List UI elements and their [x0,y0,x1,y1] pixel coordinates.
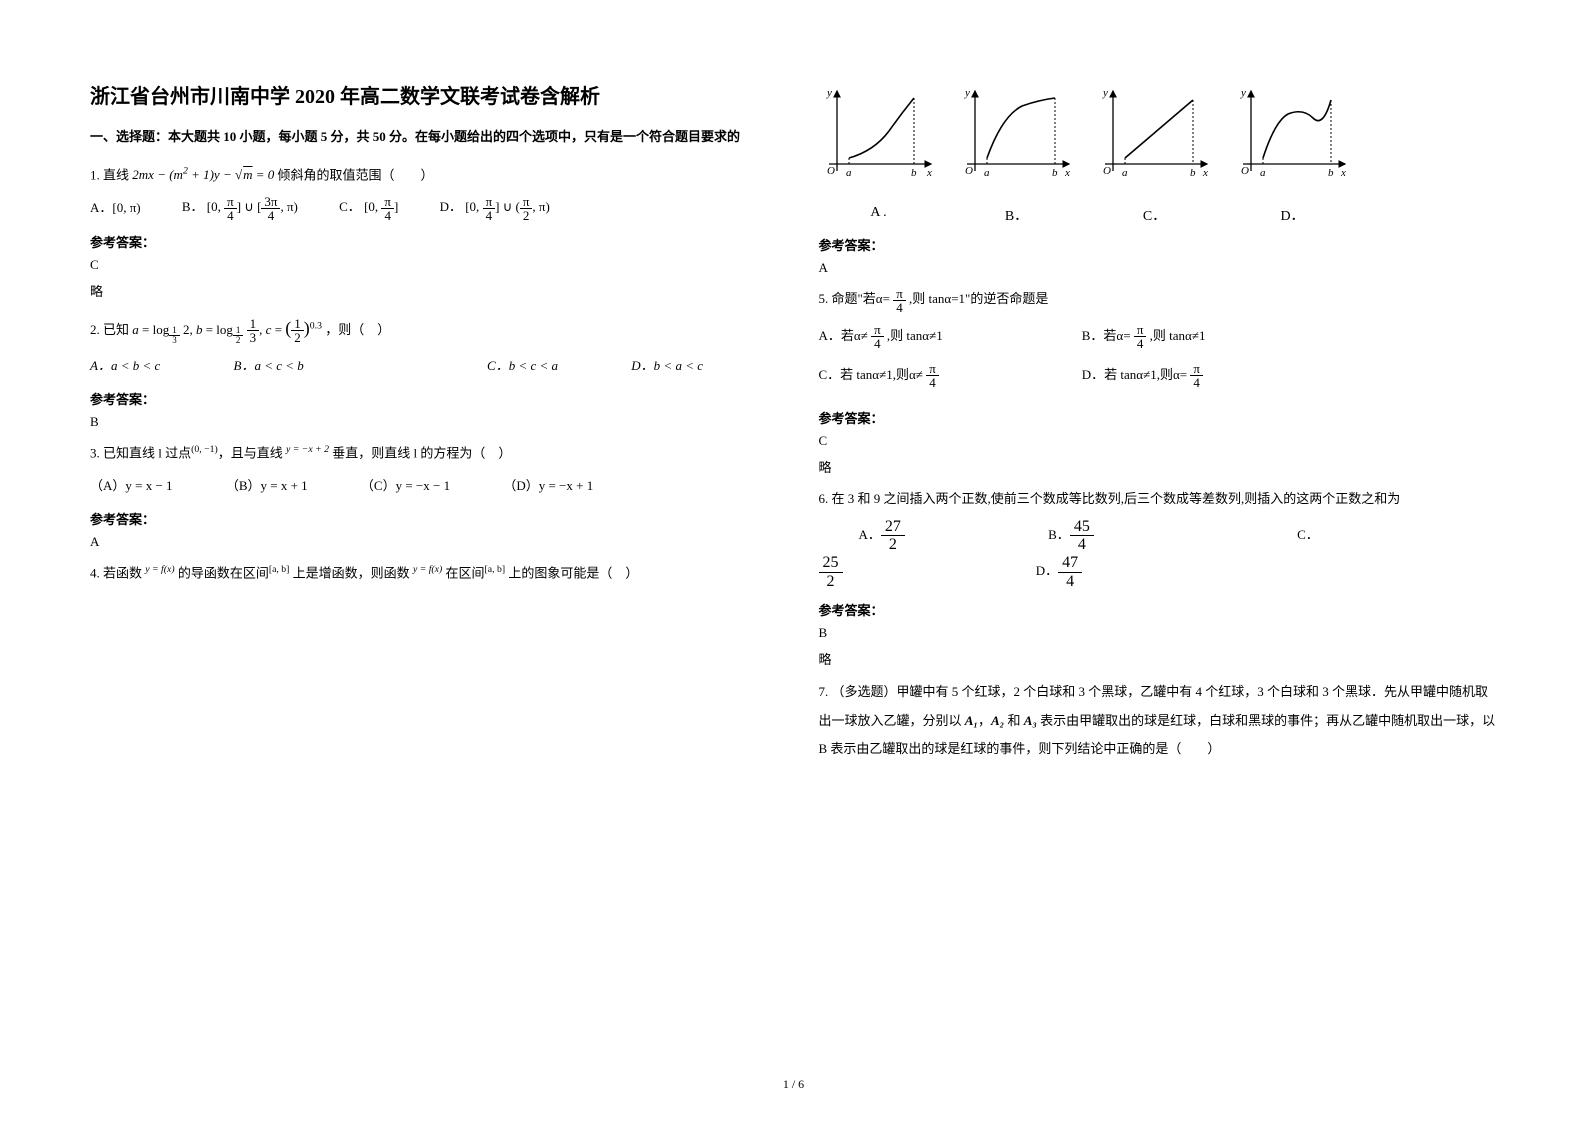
q6-opt-d: D．474 [1036,554,1082,590]
q1-suffix: 倾斜角的取值范围（ ） [278,167,434,182]
q3-opt-c: （C）y = −x − 1 [361,473,450,499]
q7-stem: 7. （多选题）甲罐中有 5 个红球，2 个白球和 3 个黑球，乙罐中有 4 个… [819,678,1498,764]
q6-opt-b: B．454 [1048,518,1094,554]
q1-opt-d: D． [0, π4] ∪ (π2, π) [440,194,550,222]
q2-opt-d: D．b < a < c [631,353,703,379]
q1-opt-c: C． [0, π4] [339,194,398,222]
svg-text:b: b [1052,167,1058,179]
q2-answer: B [90,414,769,430]
q6-stem: 6. 在 3 和 9 之间插入两个正数,使前三个数成等比数列,后三个数成等差数列… [819,486,1498,512]
svg-text:a: a [846,167,852,179]
svg-text:x: x [1202,167,1208,179]
q3-answer-label: 参考答案： [90,509,769,528]
q1-answer: C [90,257,769,273]
svg-text:y: y [1240,87,1246,99]
q5-opt-b: B．若α= π4 ,则 tanα≠1 [1082,320,1342,351]
q3-opt-a: （A）y = x − 1 [90,473,173,499]
q4-graphs: y O a b x y [819,86,1498,181]
svg-text:a: a [1260,167,1266,179]
q6-opt-c: 252 [819,554,843,590]
q4-stem: 4. 若函数 y = f(x) 的导函数在区间[a, b] 上是增函数，则函数 … [90,560,769,586]
q2-options: A．a < b < c B．a < c < b C．b < c < a D．b … [90,352,769,379]
q5-answer: C [819,433,1498,449]
graph-d: y O a b x [1233,86,1353,181]
q4-label-b: B． [957,205,1077,225]
graph-c: y O a b x [1095,86,1215,181]
svg-text:y: y [826,87,832,99]
svg-text:a: a [984,167,990,179]
q1-options: A．[0, π) B． [0, π4] ∪ [3π4, π) C． [0, π4… [90,194,769,222]
q2-opt-a: A．a < b < c [90,353,160,379]
q6-answer: B [819,625,1498,641]
q1-opt-a: A．[0, π) [90,195,141,221]
svg-text:b: b [1190,167,1196,179]
q4-label-a: A . [819,205,939,225]
q1-stem: 1. 直线 2mx − (m2 + 1)y − √m = 0 倾斜角的取值范围（… [90,162,769,188]
graph-a: y O a b x [819,86,939,181]
q4-graph-labels: A . B． C． D． [819,191,1498,225]
svg-text:b: b [1328,167,1334,179]
q1-answer-label: 参考答案： [90,232,769,251]
q5-answer-label: 参考答案： [819,408,1498,427]
svg-text:O: O [827,165,835,177]
section-1-heading: 一、选择题：本大题共 10 小题，每小题 5 分，共 50 分。在每小题给出的四… [90,127,769,148]
q6-options: A．272 B．454 C． 252 D．474 [819,518,1498,590]
q6-skip: 略 [819,649,1498,668]
svg-text:x: x [926,167,932,179]
q2-opt-b: B．a < c < b [234,353,304,379]
q1-opt-b: B． [0, π4] ∪ [3π4, π) [182,194,298,222]
svg-text:O: O [1103,165,1111,177]
q2-answer-label: 参考答案： [90,389,769,408]
svg-text:x: x [1340,167,1346,179]
svg-text:O: O [1241,165,1249,177]
svg-text:x: x [1064,167,1070,179]
q5-opt-d: D．若 tanα≠1,则α= π4 [1082,359,1342,390]
q6-opt-a: A．272 [859,518,905,554]
q2-opt-c: C．b < c < a [487,353,558,379]
q3-answer: A [90,534,769,550]
q1-expr: 2mx − (m2 + 1)y − √m = 0 [132,167,274,182]
svg-text:O: O [965,165,973,177]
q4-label-c: C． [1095,205,1215,225]
page-number: 1 / 6 [0,1077,1587,1092]
q4-label-d: D． [1233,205,1353,225]
svg-text:a: a [1122,167,1128,179]
q1-prefix: 1. 直线 [90,167,129,182]
svg-text:y: y [964,87,970,99]
q5-opt-a: A．若α≠ π4 ,则 tanα≠1 [819,320,1079,351]
svg-text:y: y [1102,87,1108,99]
q5-opt-c: C．若 tanα≠1,则α≠ π4 [819,359,1079,390]
exam-title: 浙江省台州市川南中学 2020 年高二数学文联考试卷含解析 [90,80,769,109]
q6-answer-label: 参考答案： [819,600,1498,619]
svg-text:b: b [911,167,917,179]
q1-skip: 略 [90,281,769,300]
q5-stem: 5. 命题"若α= π4 ,则 tanα=1"的逆否命题是 [819,286,1498,314]
q5-options: A．若α≠ π4 ,则 tanα≠1 B．若α= π4 ,则 tanα≠1 C．… [819,320,1498,398]
right-column: y O a b x y [819,80,1498,770]
q4-answer: A [819,260,1498,276]
graph-b: y O a b x [957,86,1077,181]
q4-answer-label: 参考答案： [819,235,1498,254]
left-column: 浙江省台州市川南中学 2020 年高二数学文联考试卷含解析 一、选择题：本大题共… [90,80,769,770]
q3-opt-d: （D）y = −x + 1 [503,473,593,499]
q6-opt-c-prefix: C． [1297,527,1319,542]
q5-skip: 略 [819,457,1498,476]
q3-options: （A）y = x − 1 （B）y = x + 1 （C）y = −x − 1 … [90,472,769,499]
q3-opt-b: （B）y = x + 1 [226,473,308,499]
q2-stem: 2. 已知 a = log13 2, b = log12 13, c = (12… [90,310,769,346]
q3-stem: 3. 已知直线 l 过点(0, −1)，且与直线 y = −x + 2 垂直，则… [90,440,769,466]
